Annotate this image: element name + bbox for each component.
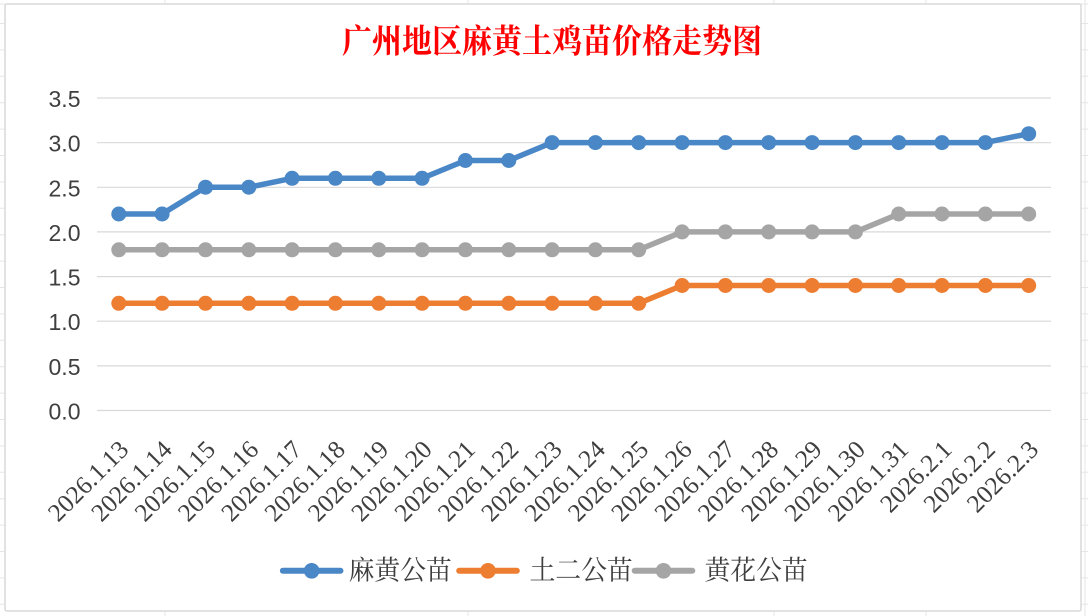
svg-text:3.0: 3.0 [49, 131, 81, 157]
svg-text:2.0: 2.0 [49, 220, 81, 246]
svg-text:0.0: 0.0 [49, 399, 81, 425]
svg-text:0.5: 0.5 [49, 354, 81, 380]
svg-text:1.0: 1.0 [49, 309, 81, 335]
svg-text:1.5: 1.5 [49, 265, 81, 291]
svg-text:3.5: 3.5 [49, 86, 81, 112]
svg-text:2.5: 2.5 [49, 175, 81, 201]
